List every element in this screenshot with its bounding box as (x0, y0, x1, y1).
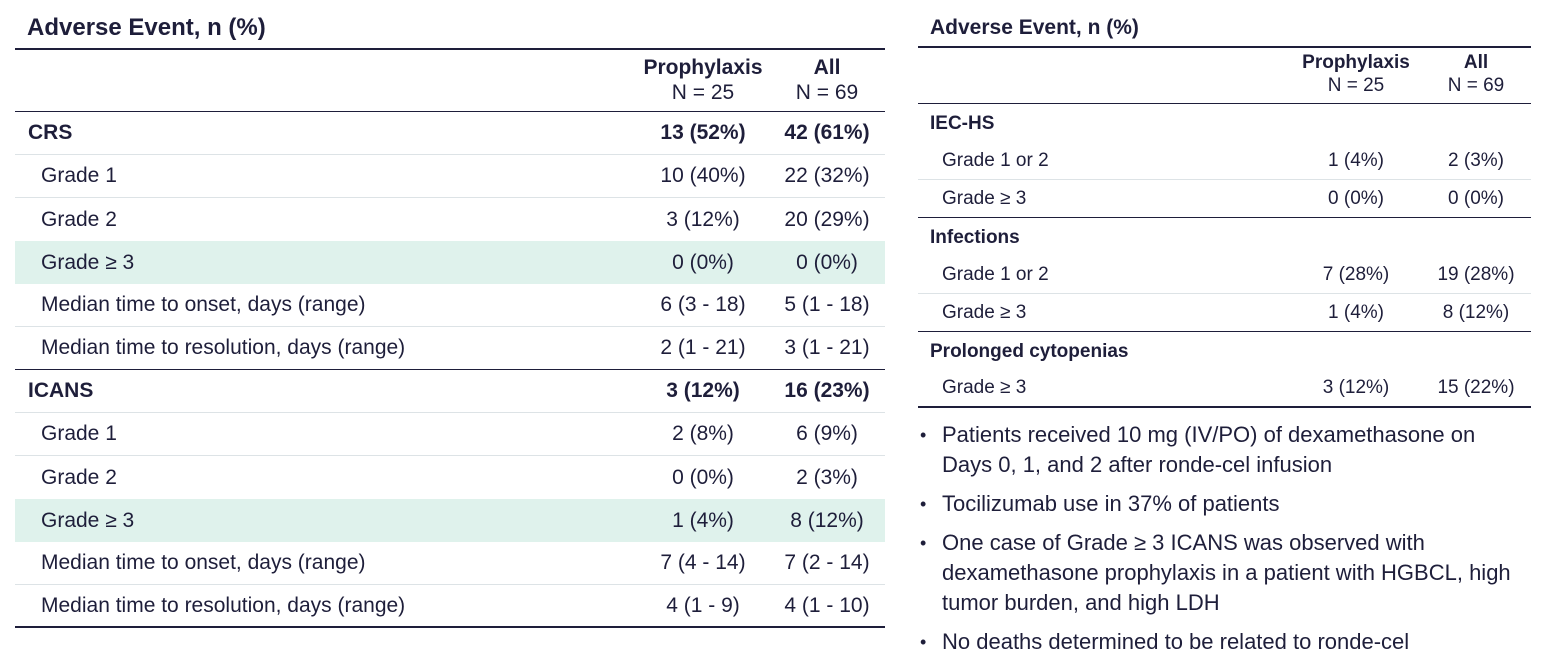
right-table-title: Adverse Event, n (%) (930, 16, 1139, 39)
table-row: Grade 1 or 2 7 (28%) 19 (28%) (918, 256, 1531, 294)
left-table-title: Adverse Event, n (%) (27, 14, 266, 41)
right-table-header: Prophylaxis N = 25 All N = 69 (918, 46, 1531, 104)
table-row: Median time to onset, days (range) 7 (4 … (15, 542, 885, 585)
header-prophylaxis: Prophylaxis N = 25 (643, 56, 763, 104)
table-row: Grade 1 2 (8%) 6 (9%) (15, 413, 885, 456)
section-header-iec-hs: IEC-HS (930, 113, 995, 134)
table-row-crs: CRS 13 (52%) 42 (61%) (15, 112, 885, 155)
table-row-highlighted: Grade ≥ 3 0 (0%) 0 (0%) (15, 241, 885, 284)
right-table: Adverse Event, n (%) Prophylaxis N = 25 A… (918, 0, 1531, 666)
table-row-icans: ICANS 3 (12%) 16 (23%) (15, 370, 885, 413)
list-item: • Tocilizumab use in 37% of patients (918, 489, 1531, 519)
list-item: • No deaths determined to be related to r… (918, 627, 1531, 657)
left-table: Adverse Event, n (%) Prophylaxis N = 25 A… (15, 0, 885, 628)
header-all: All N = 69 (1447, 52, 1505, 96)
section-header-prolonged-cytopenias: Prolonged cytopenias (930, 341, 1129, 362)
bullet-icon: • (920, 632, 927, 652)
table-row: Grade 1 10 (40%) 22 (32%) (15, 155, 885, 198)
bullet-icon: • (920, 494, 927, 514)
left-table-header: Prophylaxis N = 25 All N = 69 (15, 48, 885, 112)
bullet-icon: • (920, 533, 927, 553)
table-row: Median time to resolution, days (range) … (15, 327, 885, 370)
table-row: Median time to onset, days (range) 6 (3 … (15, 284, 885, 327)
table-row: Grade ≥ 3 1 (4%) 8 (12%) (918, 294, 1531, 332)
bullet-icon: • (920, 425, 927, 445)
table-row: Grade ≥ 3 3 (12%) 15 (22%) (918, 370, 1531, 408)
table-row-highlighted: Grade ≥ 3 1 (4%) 8 (12%) (15, 499, 885, 542)
section-header-infections: Infections (930, 227, 1020, 248)
list-item: • Patients received 10 mg (IV/PO) of dexa… (918, 420, 1531, 480)
table-row: Grade 2 3 (12%) 20 (29%) (41, 207, 870, 231)
header-prophylaxis: Prophylaxis N = 25 (1302, 52, 1410, 96)
table-row: Grade 2 0 (0%) 2 (3%) (41, 465, 858, 489)
table-row: Grade 1 or 2 1 (4%) 2 (3%) (918, 142, 1531, 180)
notes-list: • Patients received 10 mg (IV/PO) of dexa… (918, 420, 1531, 657)
header-all: All N = 69 (795, 56, 859, 104)
list-item: • One case of Grade ≥ 3 ICANS was observe… (918, 528, 1531, 618)
table-row: Median time to resolution, days (range) … (15, 585, 885, 628)
table-row: Grade ≥ 3 0 (0%) 0 (0%) (918, 180, 1531, 218)
